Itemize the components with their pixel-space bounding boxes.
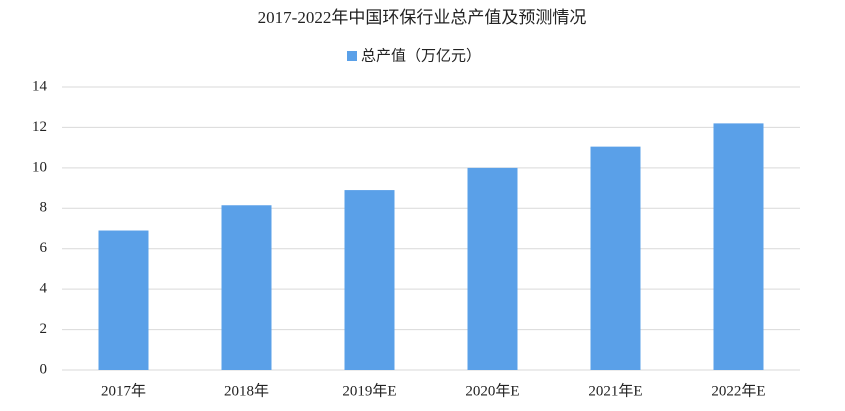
x-tick-label: 2019年E — [342, 382, 396, 399]
x-tick-label: 2018年 — [224, 382, 269, 399]
bar — [590, 146, 641, 370]
y-tick-label: 14 — [32, 78, 48, 94]
bar — [98, 230, 149, 370]
x-tick-label: 2017年 — [101, 382, 146, 399]
bar — [221, 205, 272, 370]
bar — [344, 190, 395, 370]
y-tick-label: 0 — [40, 361, 48, 377]
y-tick-label: 10 — [32, 159, 47, 175]
x-tick-label: 2020年E — [465, 382, 519, 399]
legend-label: 总产值（万亿元） — [361, 47, 481, 64]
x-tick-label: 2022年E — [711, 382, 765, 399]
bar — [713, 123, 764, 370]
chart-title: 2017-2022年中国环保行业总产值及预测情况 — [258, 8, 587, 27]
bar — [467, 167, 518, 370]
y-tick-label: 2 — [40, 321, 48, 337]
y-tick-label: 4 — [40, 281, 48, 297]
y-tick-label: 12 — [32, 119, 47, 135]
y-tick-label: 6 — [40, 240, 48, 256]
legend-swatch — [347, 51, 357, 61]
x-tick-label: 2021年E — [588, 382, 642, 399]
y-tick-label: 8 — [40, 200, 48, 216]
